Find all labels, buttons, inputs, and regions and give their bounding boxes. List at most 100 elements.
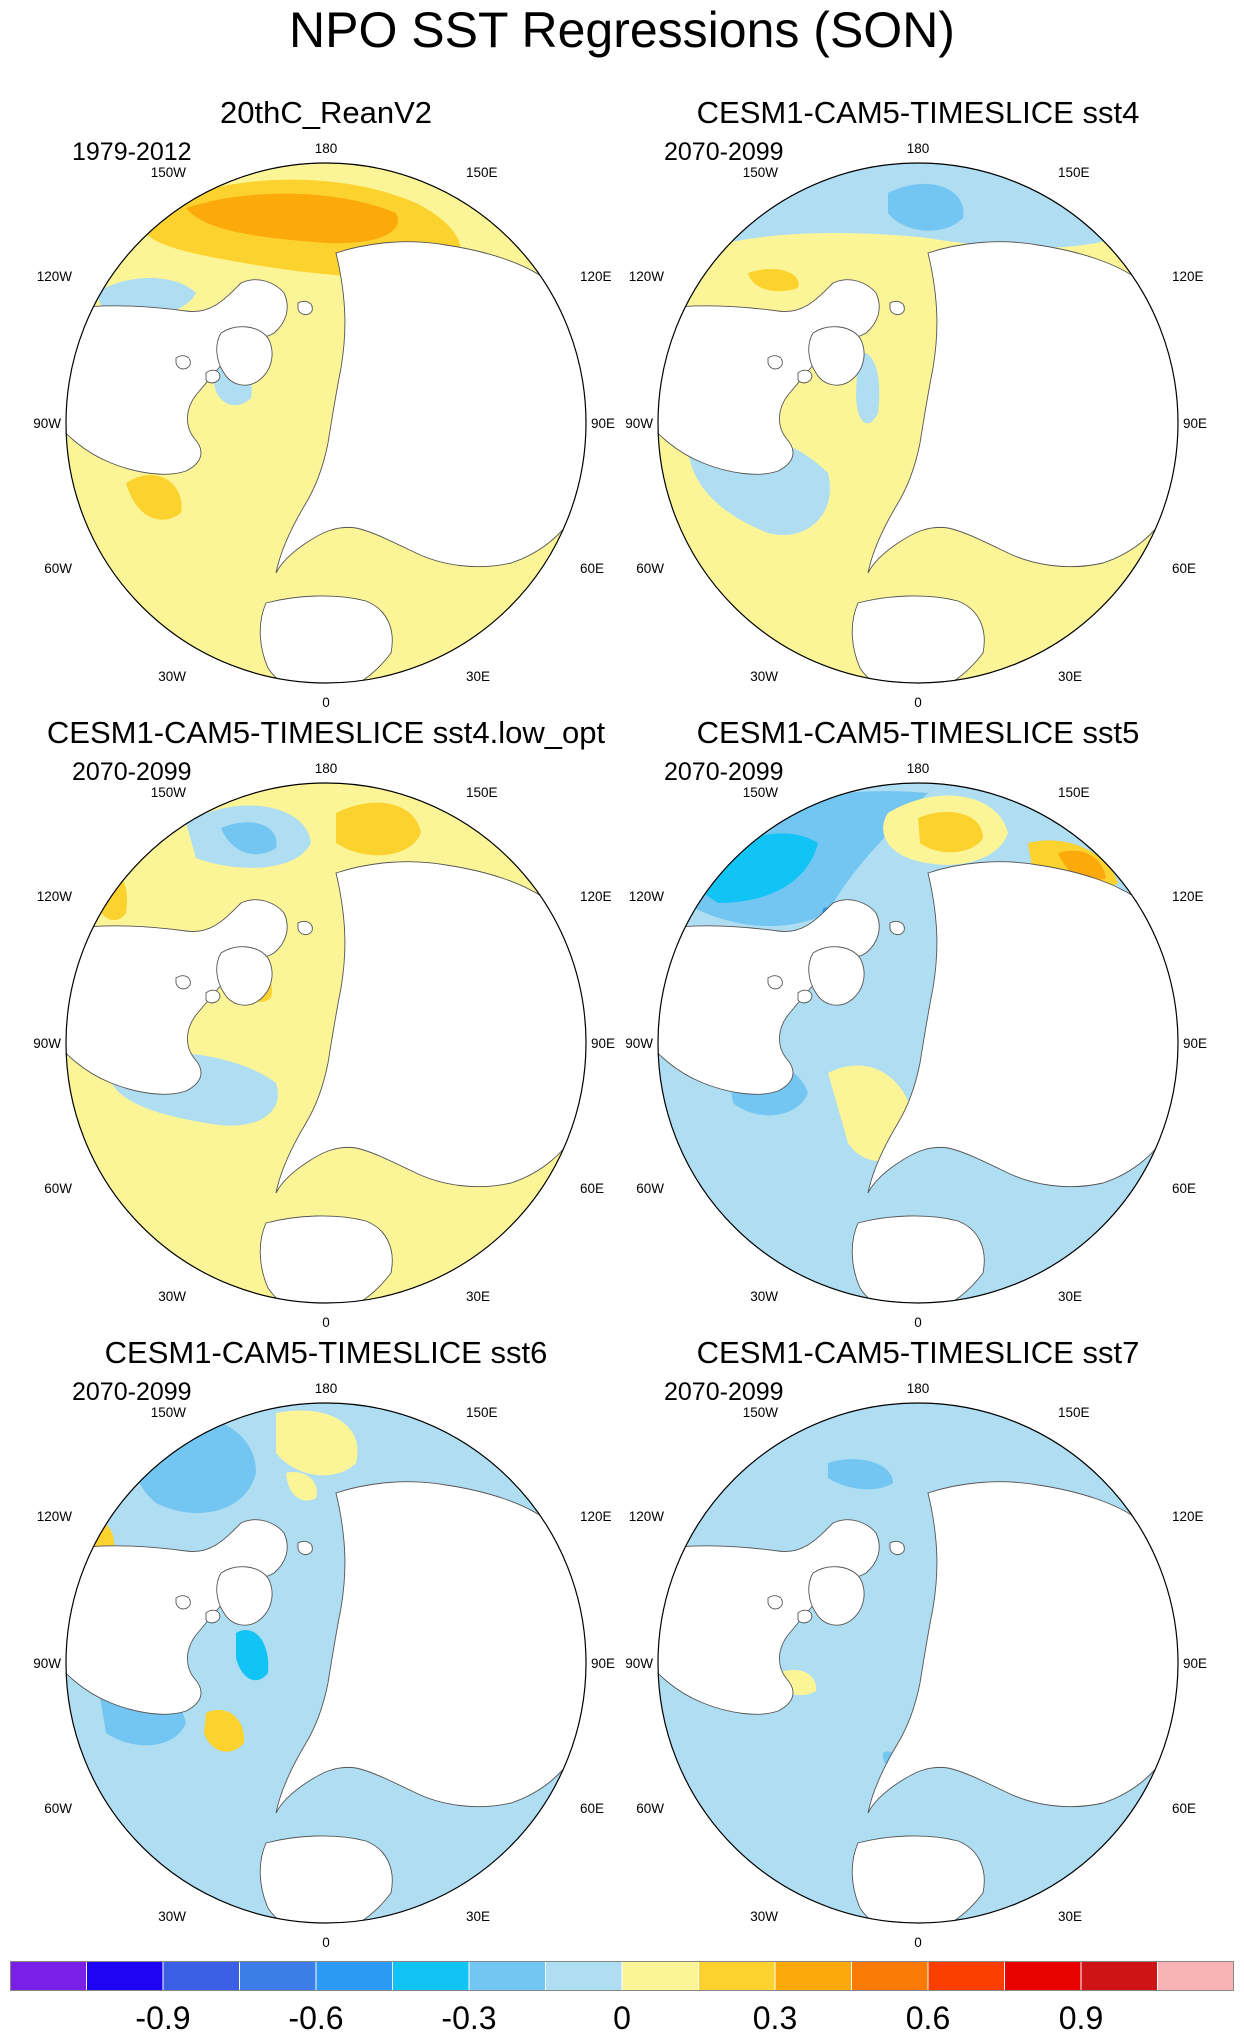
period-label: 2070-2099 <box>664 1378 784 1406</box>
longitude-labels: 180 150W 150E 120W 120E 90W 90E 60W 60E 30W 30E 0 <box>625 761 1207 1330</box>
land-mask <box>658 1481 1178 1923</box>
longitude-label: 60W <box>636 561 664 576</box>
anomaly-region <box>336 802 421 856</box>
land-mass <box>797 1609 813 1624</box>
longitude-label: 150E <box>466 165 498 180</box>
longitude-labels: 180 150W 150E 120W 120E 90W 90E 60W 60E 30W 30E 0 <box>33 761 615 1330</box>
longitude-label: 60W <box>44 1181 72 1196</box>
longitude-label: 60E <box>580 1801 604 1816</box>
figure-title: NPO SST Regressions (SON) <box>289 2 955 58</box>
colorbar-tick-label: 0.3 <box>753 2000 797 2036</box>
longitude-label: 150E <box>466 785 498 800</box>
longitude-label: 90W <box>625 1036 653 1051</box>
longitude-label: 150E <box>1058 785 1090 800</box>
longitude-label: 120E <box>1172 269 1204 284</box>
land-mass <box>259 1215 393 1303</box>
land-mass <box>889 300 905 316</box>
land-mass <box>851 595 985 683</box>
longitude-labels: 180 150W 150E 120W 120E 90W 90E 60W 60E 30W 30E 0 <box>33 1381 615 1950</box>
longitude-label: 60E <box>580 1181 604 1196</box>
longitude-label: 120E <box>1172 889 1204 904</box>
colorbar-tick-label: 0.9 <box>1059 2000 1103 2036</box>
longitude-label: 30W <box>750 669 778 684</box>
land-mass <box>297 1540 313 1556</box>
anomaly-region <box>1058 850 1106 881</box>
longitude-label: 30E <box>1058 1289 1082 1304</box>
land-mass <box>175 975 191 990</box>
colorbar-box <box>1157 1961 1234 1992</box>
land-mass <box>259 1835 393 1923</box>
period-label: 1979-2012 <box>72 138 192 166</box>
land-mass <box>767 1595 783 1610</box>
longitude-label: 180 <box>907 1381 930 1396</box>
anomaly-region <box>688 833 818 903</box>
anomaly-region <box>276 1410 358 1476</box>
longitude-label: 150E <box>1058 165 1090 180</box>
period-label: 2070-2099 <box>664 758 784 786</box>
longitude-label: 30E <box>466 1909 490 1924</box>
land-mass <box>205 369 221 384</box>
anomaly-region <box>94 869 127 921</box>
longitude-label: 120W <box>629 889 665 904</box>
anomaly-region <box>828 1459 893 1490</box>
longitude-label: 0 <box>322 1935 330 1950</box>
longitude-label: 30E <box>466 1289 490 1304</box>
map-boundary <box>65 162 587 684</box>
longitude-label: 30W <box>158 669 186 684</box>
anomaly-region <box>126 474 182 520</box>
land-mass <box>297 300 313 316</box>
land-mass <box>851 1835 985 1923</box>
longitude-label: 0 <box>322 1315 330 1330</box>
map-boundary <box>657 782 1179 1304</box>
map-panel: 20thC_ReanV2 1979-2012 180 150W 150E 120W 12… <box>33 93 616 713</box>
polar-map: 180 150W 150E 120W 120E 90W 90E 60W 60E 30W 30E 0 <box>33 1381 615 1950</box>
longitude-label: 150W <box>151 785 187 800</box>
longitude-label: 30E <box>466 669 490 684</box>
polar-map: 180 150W 150E 120W 120E 90W 90E 60W 60E 30W 30E 0 <box>625 141 1207 710</box>
land-mass <box>889 1540 905 1556</box>
panel-title: CESM1-CAM5-TIMESLICE sst4 <box>696 95 1140 130</box>
land-mass <box>808 1566 865 1626</box>
longitude-label: 60W <box>44 561 72 576</box>
colorbar-box <box>468 1961 546 1992</box>
panel-title: 20thC_ReanV2 <box>220 95 432 130</box>
colorbar-box <box>392 1961 470 1992</box>
longitude-label: 0 <box>914 1315 922 1330</box>
longitude-label: 180 <box>315 141 338 156</box>
land-mass <box>767 975 783 990</box>
map-panel: CESM1-CAM5-TIMESLICE sst4 2070-2099 180 1… <box>625 93 1208 713</box>
longitude-label: 120W <box>629 1509 665 1524</box>
colorbar-labels: -0.9 -0.6 -0.3 0 0.3 0.6 0.9 <box>135 2000 1103 2036</box>
longitude-label: 120E <box>580 889 612 904</box>
polar-map: 180 150W 150E 120W 120E 90W 90E 60W 60E 30W 30E 0 <box>33 761 615 1330</box>
longitude-label: 120W <box>37 889 73 904</box>
longitude-label: 60E <box>1172 1801 1196 1816</box>
longitude-label: 0 <box>322 695 330 710</box>
longitude-labels: 180 150W 150E 120W 120E 90W 90E 60W 60E 30W 30E 0 <box>625 1381 1207 1950</box>
land-mask <box>66 861 586 1303</box>
colorbar-box <box>851 1961 929 1992</box>
longitude-label: 0 <box>914 695 922 710</box>
polar-map: 180 150W 150E 120W 120E 90W 90E 60W 60E 30W 30E 0 <box>33 141 615 710</box>
land-mass <box>851 1215 985 1303</box>
land-mass <box>808 946 865 1006</box>
colorbar-box <box>698 1961 776 1992</box>
longitude-label: 60W <box>44 1801 72 1816</box>
colorbar-box <box>86 1961 164 1992</box>
longitude-label: 90W <box>33 416 61 431</box>
anomaly-region <box>221 822 277 855</box>
longitude-label: 60W <box>636 1181 664 1196</box>
land-mask <box>66 241 586 683</box>
longitude-label: 180 <box>907 141 930 156</box>
longitude-label: 90E <box>591 416 615 431</box>
anomaly-region <box>748 268 799 292</box>
panel-title: CESM1-CAM5-TIMESLICE sst7 <box>696 1335 1140 1370</box>
longitude-label: 150W <box>743 165 779 180</box>
longitude-label: 120W <box>37 269 73 284</box>
land-mass <box>889 920 905 936</box>
longitude-label: 150E <box>466 1405 498 1420</box>
longitude-label: 90E <box>1183 1036 1207 1051</box>
longitude-label: 90E <box>1183 416 1207 431</box>
colorbar-box <box>315 1961 393 1992</box>
period-label: 2070-2099 <box>72 1378 192 1406</box>
